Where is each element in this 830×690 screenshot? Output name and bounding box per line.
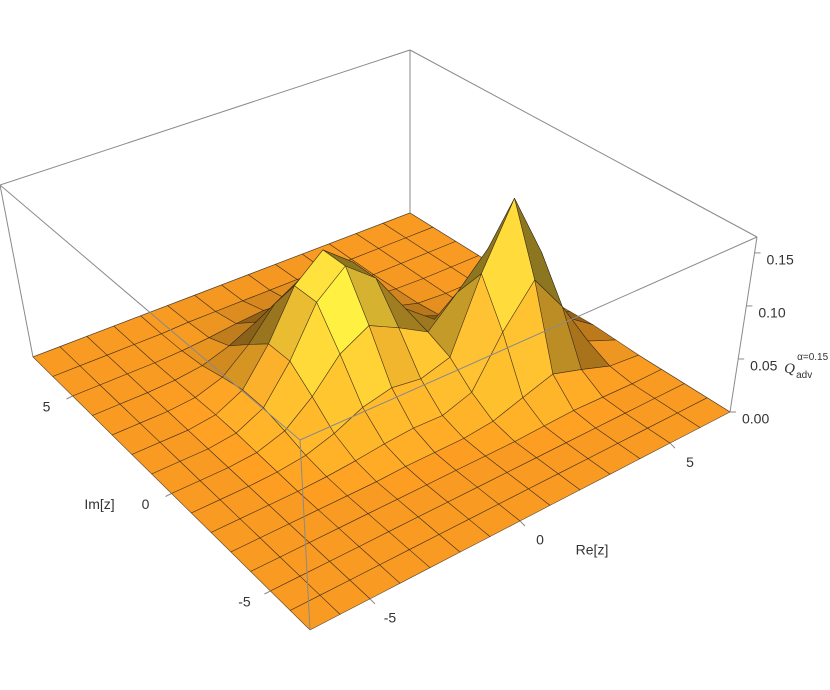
x-tick xyxy=(369,598,376,605)
labels: Q α=0.15 adv -5 0 5 -5 0 5 0.00 0.05 0.10 0.15 Re[… xyxy=(43,252,829,626)
surface-patch xyxy=(289,594,341,631)
y-tick-label: 5 xyxy=(43,399,51,415)
y-axis-label: Im[z] xyxy=(84,496,114,512)
z-label-superscript: α=0.15 xyxy=(797,352,829,363)
box-edge xyxy=(299,439,311,631)
x-tick-label: 0 xyxy=(536,532,544,548)
y-tick xyxy=(66,395,73,400)
z-tick-label: 0.15 xyxy=(767,252,794,268)
box-front xyxy=(0,49,761,631)
box-edge xyxy=(409,49,758,238)
z-label-subscript: adv xyxy=(796,370,812,381)
box-edge xyxy=(729,236,758,413)
z-tick-label: 0.05 xyxy=(750,358,777,374)
x-tick xyxy=(669,442,676,449)
y-tick-label: -5 xyxy=(238,594,251,610)
box-edge xyxy=(299,236,758,441)
y-tick-label: 0 xyxy=(142,496,150,512)
box-edge xyxy=(0,184,34,358)
x-axis-label: Re[z] xyxy=(576,542,609,558)
x-tick-label: 5 xyxy=(686,454,694,470)
box-edge xyxy=(0,49,411,186)
y-tick xyxy=(264,590,271,595)
surface xyxy=(32,198,731,631)
y-tick xyxy=(165,493,172,497)
z-label: Q xyxy=(784,361,795,377)
x-tick xyxy=(519,520,526,527)
z-tick-label: 0.00 xyxy=(742,411,769,427)
box-edge xyxy=(0,184,301,441)
x-tick-label: -5 xyxy=(384,610,397,626)
z-tick-label: 0.10 xyxy=(758,305,785,321)
